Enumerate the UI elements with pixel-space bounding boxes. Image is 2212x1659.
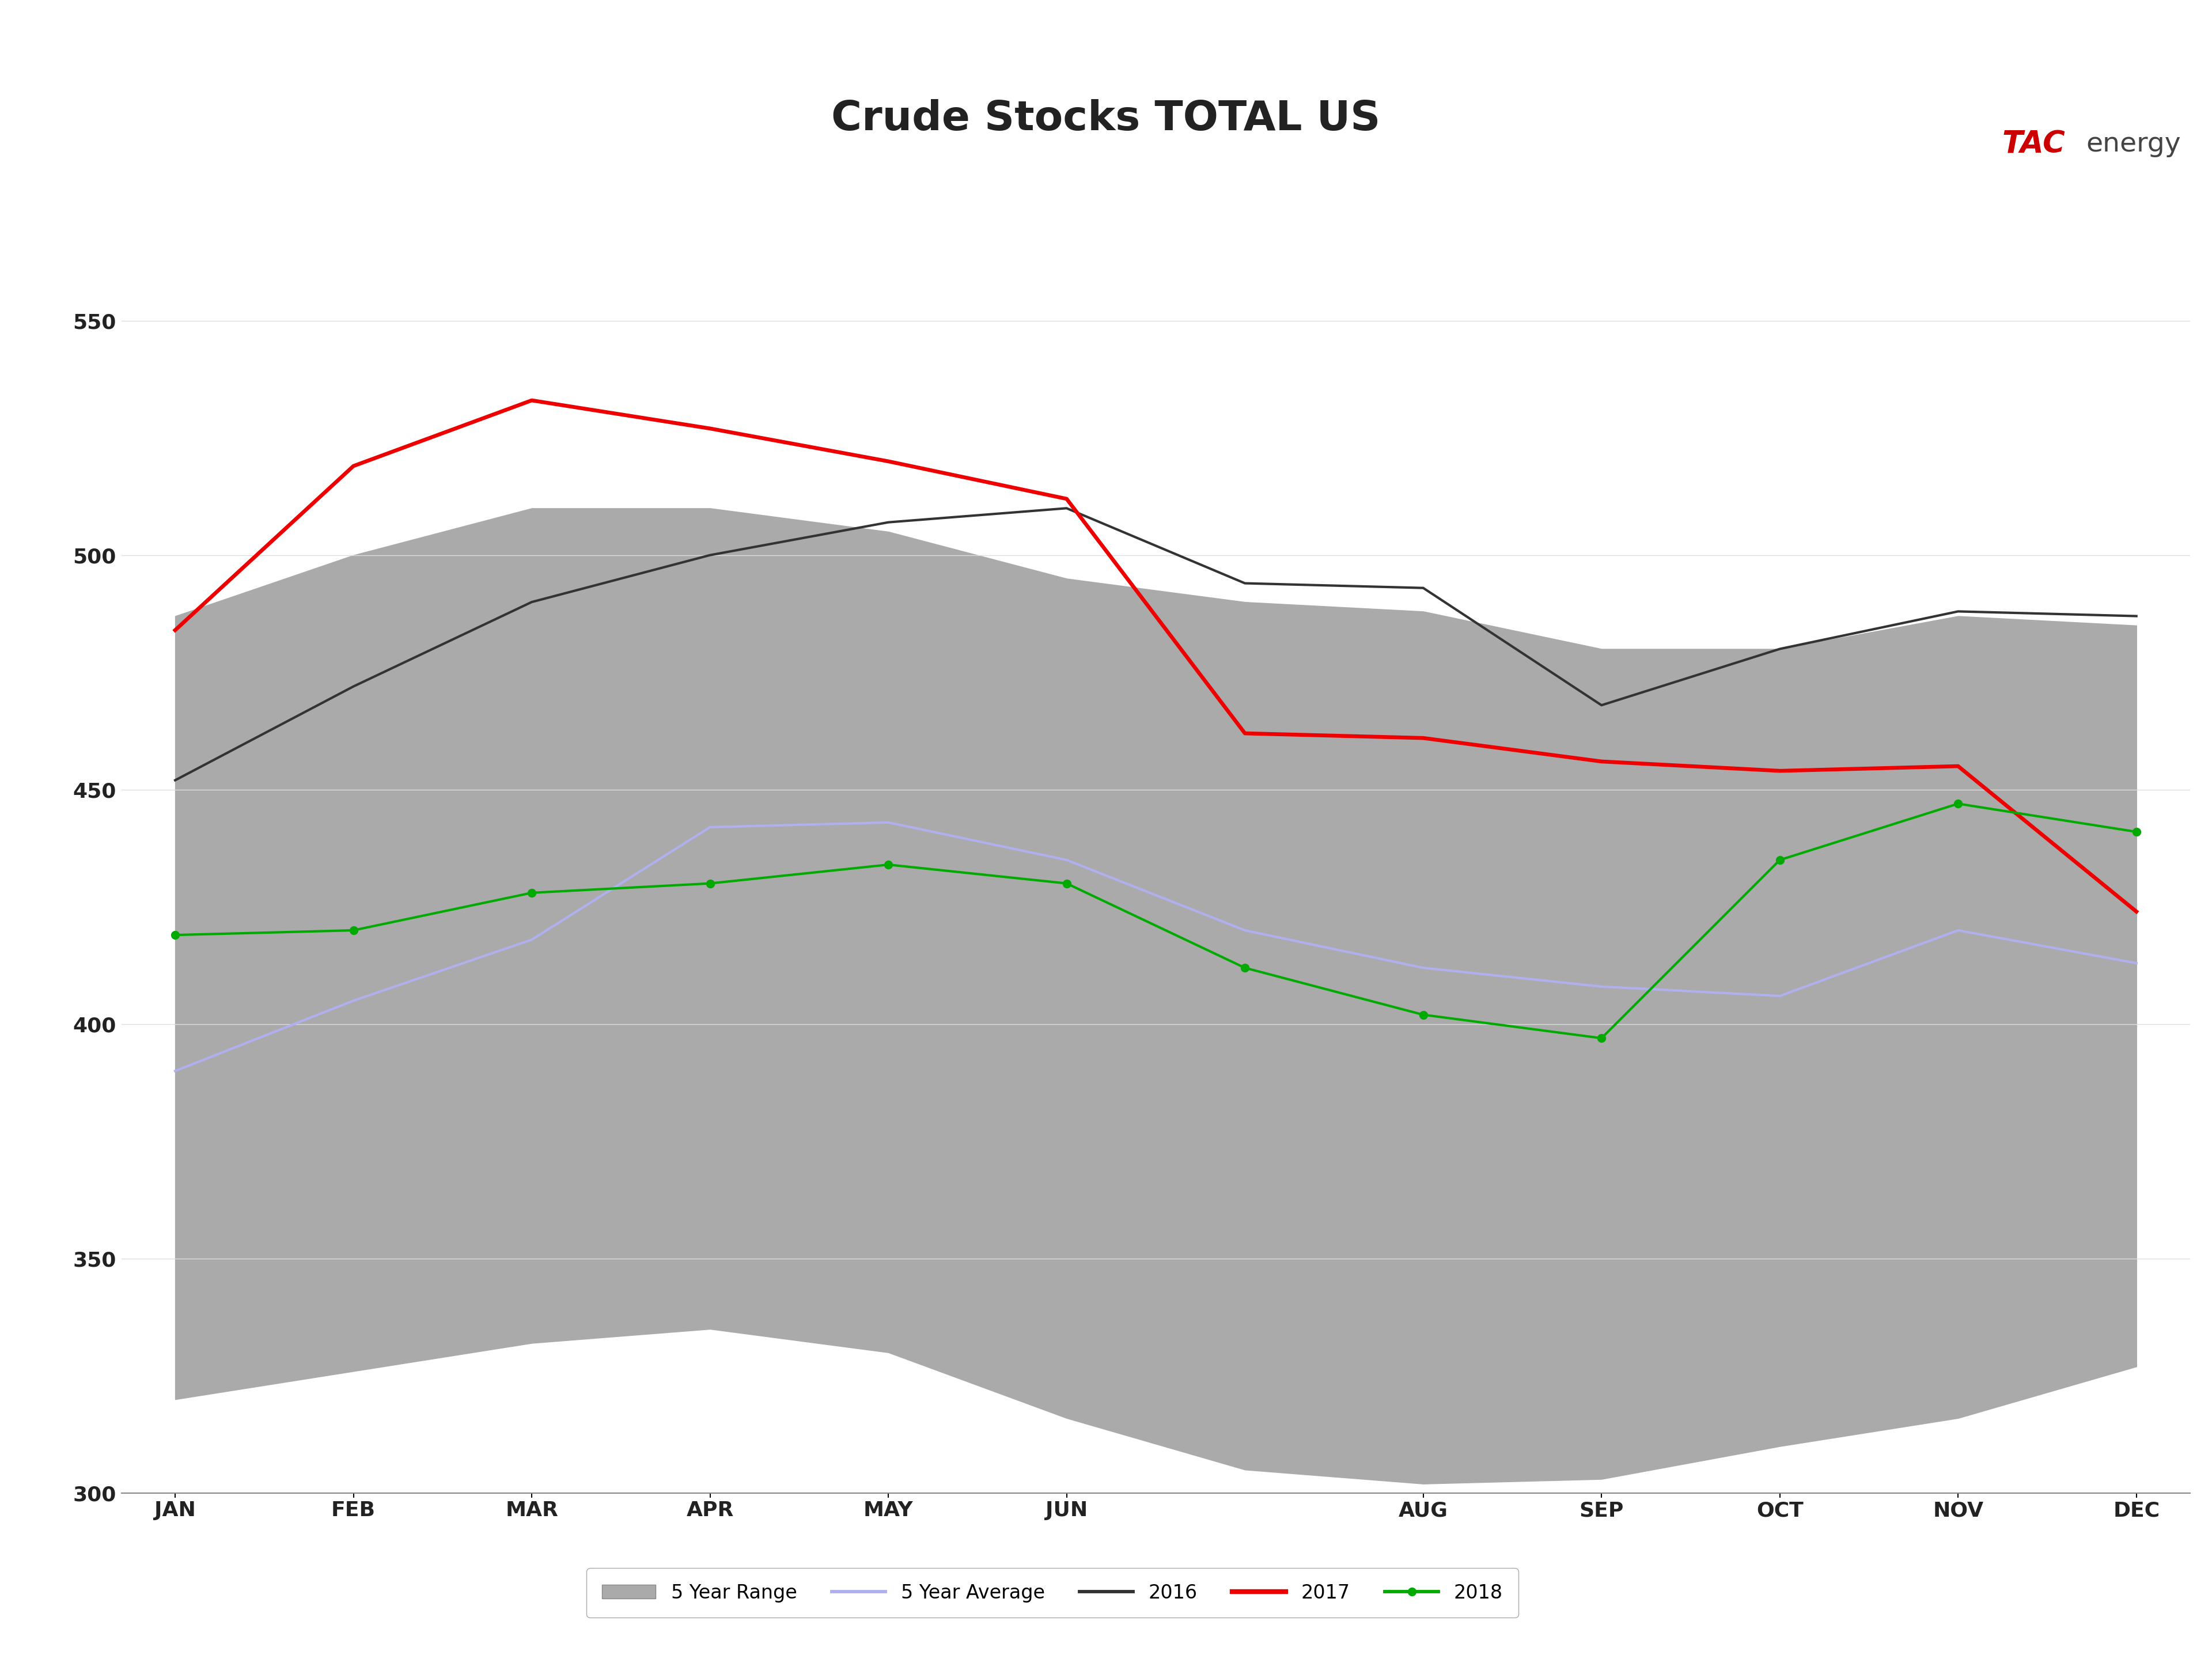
Legend: 5 Year Range, 5 Year Average, 2016, 2017, 2018: 5 Year Range, 5 Year Average, 2016, 2017… [586,1568,1517,1618]
Text: TAC: TAC [2002,129,2066,159]
Text: Crude Stocks TOTAL US: Crude Stocks TOTAL US [832,100,1380,139]
Text: energy: energy [2086,131,2181,158]
